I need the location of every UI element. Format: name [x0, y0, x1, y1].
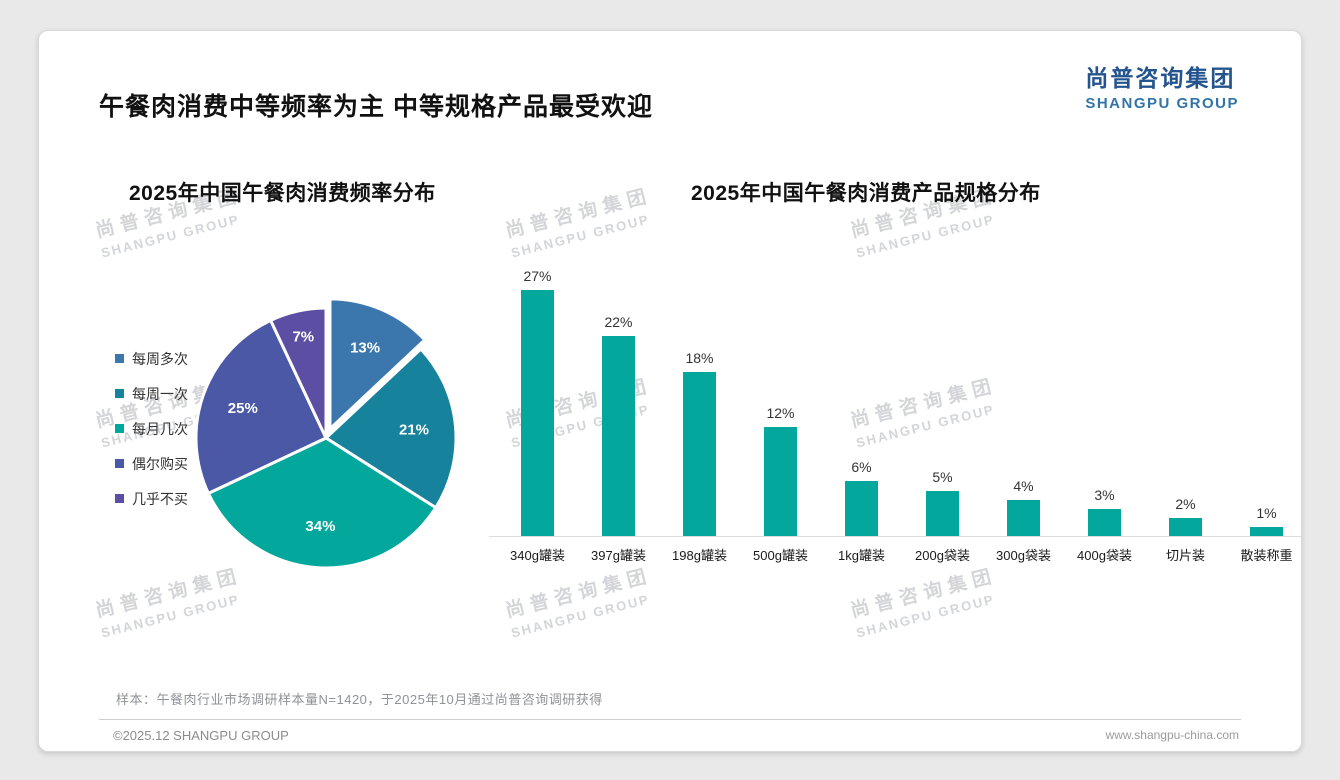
pie-slice [328, 297, 427, 431]
pie-value-label: 25% [228, 400, 258, 417]
bar-value-label: 3% [1094, 486, 1115, 503]
footer-divider [99, 719, 1241, 720]
legend-item: 偶尔购买 [115, 446, 188, 481]
copyright-text: ©2025.12 SHANGPU GROUP [113, 728, 289, 743]
legend-item: 每周一次 [115, 376, 188, 411]
bar-rect [1007, 499, 1040, 536]
sample-note: 样本：午餐肉行业市场调研样本量N=1420，于2025年10月通过尚普咨询调研获… [116, 692, 603, 707]
bar-value-label: 2% [1175, 495, 1196, 512]
bar-rect [926, 490, 959, 536]
bar-column: 12% [740, 405, 821, 536]
page-title: 午餐肉消费中等频率为主 中等规格产品最受欢迎 [99, 93, 653, 121]
bar-rect [1169, 517, 1202, 536]
pie-slice [194, 318, 328, 495]
bar-value-label: 4% [1013, 477, 1034, 494]
legend-item: 每月几次 [115, 411, 188, 446]
bar-column: 18% [659, 350, 740, 536]
bar-value-label: 22% [604, 313, 633, 330]
pie-value-label: 7% [292, 329, 314, 346]
bar-column: 22% [578, 314, 659, 536]
bar-category-label: 198g罐装 [672, 548, 727, 563]
bar-value-label: 12% [766, 404, 795, 421]
legend-label: 偶尔购买 [132, 455, 188, 472]
legend-label: 每月几次 [132, 420, 188, 437]
bar-category-label: 400g袋装 [1077, 548, 1132, 563]
brand-logo: 尚普咨询集团 SHANGPU GROUP [1085, 59, 1239, 112]
legend-swatch [115, 459, 124, 468]
pie-value-label: 21% [399, 422, 429, 439]
bar-rect [1088, 508, 1121, 536]
bar-value-label: 27% [523, 268, 552, 285]
bar-column: 1% [1226, 504, 1301, 536]
legend-label: 每周多次 [132, 350, 188, 367]
pie-chart-title: 2025年中国午餐肉消费频率分布 [129, 182, 436, 205]
bar-value-label: 5% [932, 468, 953, 485]
slide-card: 尚普咨询集团 SHANGPU GROUP 尚普咨询集团 SHANGPU GROUP 尚普… [38, 30, 1302, 752]
legend-swatch [115, 424, 124, 433]
bar-category-label: 340g罐装 [510, 548, 565, 563]
bar-column: 27% [497, 268, 578, 536]
pie-slice [206, 436, 438, 570]
pie-value-label: 34% [305, 518, 335, 535]
legend-swatch [115, 389, 124, 398]
website-text: www.shangpu-china.com [1105, 728, 1239, 742]
bar-category-label: 切片装 [1165, 548, 1205, 563]
bar-category-label: 397g罐装 [591, 548, 646, 563]
brand-logo-en: SHANGPU GROUP [1085, 95, 1239, 112]
bar-chart: 27% 22% 18% 12% 6% 5% 4% 3% 2% 1% [497, 261, 1301, 536]
brand-logo-cn: 尚普咨询集团 [1085, 65, 1236, 91]
pie-value-label: 13% [350, 340, 380, 357]
pie-legend: 每周多次每周一次每月几次偶尔购买几乎不买 [115, 341, 188, 516]
bar-column: 3% [1064, 487, 1145, 536]
bar-rect [1250, 526, 1283, 536]
bar-value-label: 1% [1256, 504, 1277, 521]
bar-rect [764, 426, 797, 536]
bar-rect [602, 335, 635, 536]
bar-value-label: 6% [851, 459, 872, 476]
bar-category-label: 1kg罐装 [838, 548, 885, 563]
slide-content: 午餐肉消费中等频率为主 中等规格产品最受欢迎 尚普咨询集团 SHANGPU GR… [39, 31, 1301, 751]
bar-category-label: 200g袋装 [915, 548, 970, 563]
bar-column: 5% [902, 468, 983, 536]
bar-value-label: 18% [685, 350, 714, 367]
pie-slice [269, 306, 328, 440]
bar-category-label: 500g罐装 [753, 548, 808, 563]
legend-item: 几乎不买 [115, 481, 188, 516]
pie-slice [324, 347, 458, 510]
bar-rect [521, 290, 554, 536]
bar-chart-categories: 340g罐装 397g罐装 198g罐装 500g罐装 1kg罐装 200g袋装 300g袋… [497, 545, 1301, 564]
footer-bar: ©2025.12 SHANGPU GROUP www.shangpu-china… [113, 728, 1239, 743]
bar-column: 4% [983, 478, 1064, 536]
bar-chart-title: 2025年中国午餐肉消费产品规格分布 [691, 182, 1041, 205]
bar-column: 2% [1145, 496, 1226, 536]
legend-label: 每周一次 [132, 385, 188, 402]
pie-chart: 13% 21% 34% 25% 7% [194, 297, 458, 570]
legend-swatch [115, 354, 124, 363]
bar-category-label: 散装称重 [1240, 548, 1293, 563]
legend-label: 几乎不买 [132, 490, 188, 507]
bar-rect [683, 372, 716, 536]
legend-item: 每周多次 [115, 341, 188, 376]
bar-chart-baseline [489, 536, 1301, 537]
bar-category-label: 300g袋装 [996, 548, 1051, 563]
bar-column: 6% [821, 459, 902, 536]
bar-rect [845, 481, 878, 536]
legend-swatch [115, 494, 124, 503]
